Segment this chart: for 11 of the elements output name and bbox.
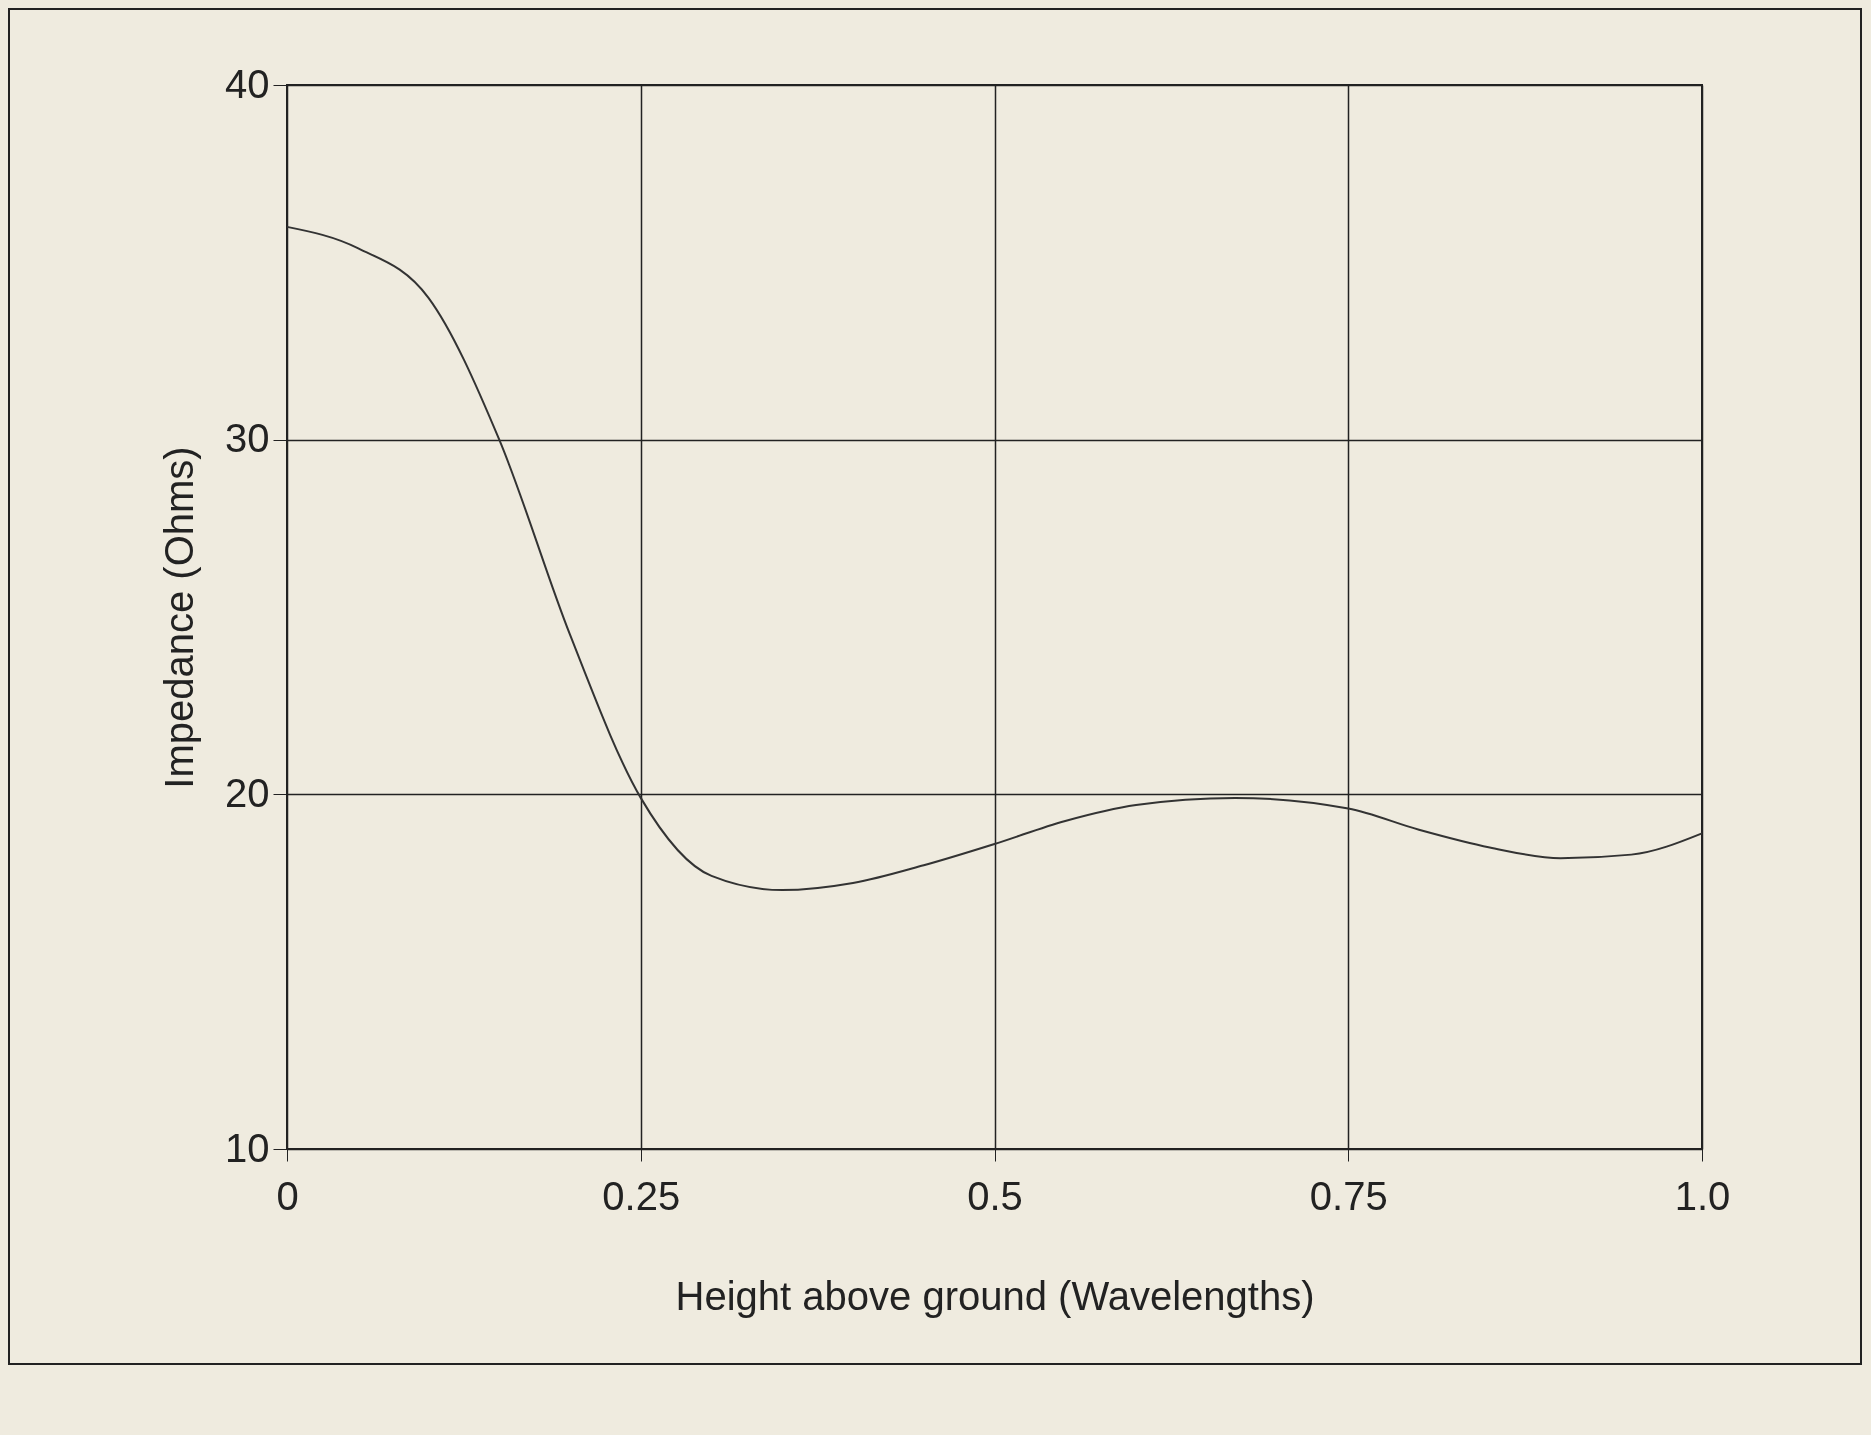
y-tick-label: 30 <box>225 416 270 461</box>
y-axis-title: Impedance (Ohms) <box>157 446 202 789</box>
y-tick-label: 20 <box>225 770 270 815</box>
x-tick-label: 1.0 <box>1674 1173 1731 1218</box>
y-tick-label: 10 <box>225 1125 270 1170</box>
x-tick-label: 0.25 <box>602 1173 681 1218</box>
x-tick-label: 0 <box>276 1173 299 1218</box>
x-axis-title: Height above ground (Wavelengths) <box>675 1273 1315 1318</box>
y-tick-label: 40 <box>225 61 270 106</box>
x-tick-label: 0.75 <box>1309 1173 1388 1218</box>
x-tick-label: 0.5 <box>967 1173 1023 1218</box>
